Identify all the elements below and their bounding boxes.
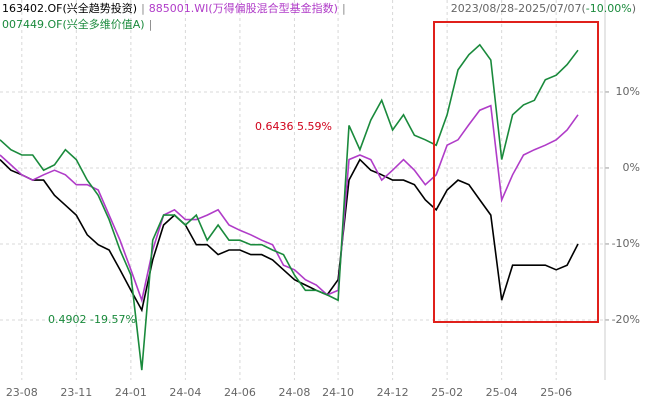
x-tick-label: 25-06 xyxy=(540,386,572,399)
plot xyxy=(0,43,579,371)
legend-label: 007449.OF(兴全多维价值A) xyxy=(2,17,145,31)
legend: 007449.OF(兴全多维价值A) | xyxy=(2,17,152,31)
y-tick-label: 10% xyxy=(616,85,640,98)
x-tick-label: 24-01 xyxy=(115,386,147,399)
series-line xyxy=(0,104,579,304)
legend-label: 885001.WI(万得偏股混合型基金指数) xyxy=(149,1,338,15)
x-tick-label: 23-08 xyxy=(6,386,38,399)
period-part: ) xyxy=(632,2,636,15)
labels: 10% 0% -10% -20% 23-08 23-11 24-01 24-04 24-06 24… xyxy=(2,1,640,399)
legend-separator: | xyxy=(141,2,145,15)
y-tick-label: -20% xyxy=(612,313,640,326)
x-tick-label: 23-11 xyxy=(60,386,92,399)
annotation: 0.4902 -19.57% xyxy=(48,313,136,326)
legend-separator: | xyxy=(342,2,346,15)
legend-separator: | xyxy=(149,18,153,31)
legend: 163402.OF(兴全趋势投资) | 885001.WI(万得偏股混合型基金指数)… xyxy=(2,1,346,15)
series-line xyxy=(0,43,579,371)
y-tick-label: -10% xyxy=(612,237,640,250)
grid xyxy=(0,0,609,380)
x-tick-label: 25-02 xyxy=(431,386,463,399)
x-tick-label: 24-10 xyxy=(322,386,354,399)
period-part: -10.00% xyxy=(586,2,632,15)
legend-label: 163402.OF(兴全趋势投资) xyxy=(2,1,137,15)
period-part: 2023/08/28-2025/07/07( xyxy=(451,2,586,15)
annotation: 0.6436 5.59% xyxy=(255,120,332,133)
x-tick-label: 24-06 xyxy=(224,386,256,399)
series-line xyxy=(0,158,579,313)
highlight-box xyxy=(433,21,599,323)
x-tick-label: 24-12 xyxy=(377,386,409,399)
period: 2023/08/28-2025/07/07(-10.00%) xyxy=(451,2,636,15)
y-tick-label: 0% xyxy=(623,161,640,174)
x-tick-label: 24-08 xyxy=(278,386,310,399)
x-tick-label: 25-04 xyxy=(486,386,518,399)
x-tick-label: 24-04 xyxy=(169,386,201,399)
